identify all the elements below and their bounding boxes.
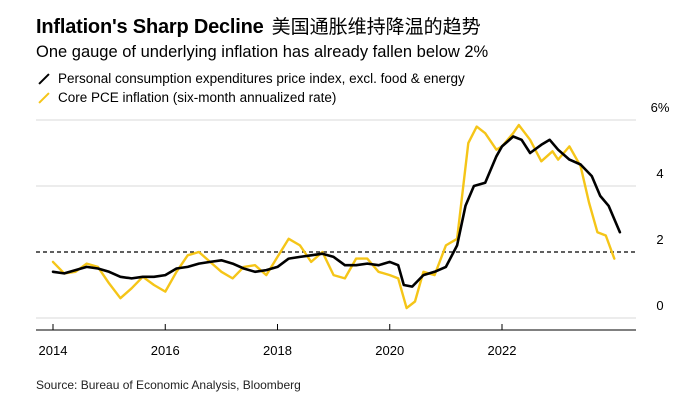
chart-title: Inflation's Sharp Decline (36, 16, 264, 38)
y-tick-label: 6% (651, 100, 670, 115)
y-tick-label: 0 (656, 298, 663, 313)
chart-subtitle: One gauge of underlying inflation has al… (36, 43, 489, 61)
y-tick-label: 2 (656, 232, 663, 247)
x-tick-label: 2020 (375, 343, 404, 358)
legend-label-pce: Personal consumption expenditures price … (58, 71, 465, 86)
series-line-six-month (51, 123, 616, 310)
source-note: Source: Bureau of Economic Analysis, Blo… (36, 378, 301, 392)
chinese-title: 美国通胀维持降温的趋势 (271, 16, 481, 38)
x-tick-label: 2018 (263, 343, 292, 358)
series-line-pce (51, 135, 622, 288)
legend-item-pce: Personal consumption expenditures price … (36, 69, 465, 88)
y-tick-label: 4 (656, 166, 663, 181)
x-tick-label: 2022 (488, 343, 517, 358)
x-tick-label: 2016 (151, 343, 180, 358)
legend-label-six-month: Core PCE inflation (six-month annualized… (58, 90, 337, 105)
x-tick-label: 2014 (39, 343, 68, 358)
title-row: Inflation's Sharp Decline 美国通胀维持降温的趋势 (36, 12, 481, 39)
legend-item-six-month: Core PCE inflation (six-month annualized… (36, 88, 465, 107)
legend: Personal consumption expenditures price … (36, 69, 465, 107)
